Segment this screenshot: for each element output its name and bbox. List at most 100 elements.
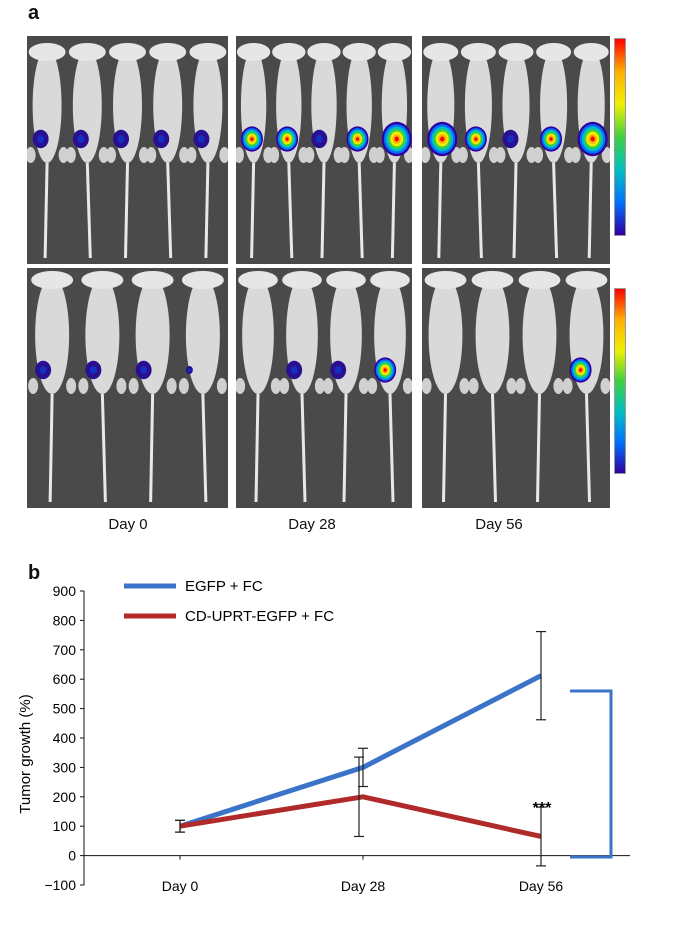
mouse-leg — [323, 378, 334, 394]
mouse-leg — [186, 147, 197, 163]
mouse-leg — [28, 378, 39, 394]
mouse-leg — [236, 147, 244, 163]
luminescence-signal — [250, 137, 254, 141]
y-tick-label: 100 — [53, 818, 77, 834]
mouse-tail — [201, 393, 208, 503]
mouse-leg — [600, 378, 610, 394]
mouse-image-top-1 — [236, 36, 412, 264]
mouse-image-top-0 — [27, 36, 228, 264]
mouse-leg — [553, 378, 564, 394]
mouse-head — [498, 43, 534, 61]
mouse-leg — [66, 378, 77, 394]
mouse-leg — [570, 147, 581, 163]
mouse-leg — [279, 378, 290, 394]
mouse-tail — [342, 393, 348, 503]
x-tick-label: Day 0 — [162, 878, 199, 894]
mouse-head — [370, 271, 410, 289]
mouse-leg — [601, 147, 610, 163]
mouse-tail — [43, 162, 49, 259]
mouse-head — [282, 271, 322, 289]
luminescence-colorscale-bottom — [614, 288, 626, 474]
mouse-leg — [562, 378, 573, 394]
mouse-leg — [358, 378, 369, 394]
mouse-leg — [374, 147, 385, 163]
series-line-0 — [179, 673, 543, 829]
luminescence-signal — [474, 137, 478, 141]
mouse-tail — [48, 393, 54, 503]
mouse-tail — [100, 393, 107, 503]
mouse-tail — [390, 162, 396, 259]
panel-b-letter: b — [28, 562, 41, 584]
luminescence-colorscale-top — [614, 38, 626, 236]
mouse-head — [149, 43, 187, 61]
significance-bracket — [570, 689, 613, 859]
mouse-tail — [491, 393, 497, 503]
mouse-head — [189, 43, 227, 61]
y-tick-label: 500 — [53, 701, 77, 717]
mouse-leg — [495, 147, 506, 163]
mouse-head — [565, 271, 608, 289]
y-tick-label: 200 — [53, 789, 77, 805]
mouse-leg — [106, 147, 117, 163]
mouse-leg — [178, 378, 189, 394]
mouse-tail — [512, 162, 518, 259]
mouse-image-bottom-2 — [422, 268, 610, 508]
mouse-leg — [78, 378, 89, 394]
luminescence-signal — [579, 368, 583, 372]
mouse-head — [236, 43, 271, 61]
significance-marker: *** — [533, 800, 552, 817]
mouse-leg — [515, 378, 526, 394]
mouse-leg — [65, 147, 76, 163]
mouse-tail — [476, 162, 483, 259]
luminescence-signal — [293, 368, 296, 372]
mouse-leg — [58, 147, 69, 163]
luminescence-signal — [509, 137, 512, 141]
mouse-head — [68, 43, 106, 61]
mouse-leg — [27, 147, 36, 163]
mouse-leg — [236, 378, 246, 394]
mouse-leg — [367, 378, 378, 394]
mouse-tail — [166, 162, 173, 259]
mouse-head — [536, 43, 572, 61]
legend-label-1: CD-UPRT-EGFP + FC — [185, 608, 334, 625]
mouse-head — [326, 271, 366, 289]
luminescence-signal — [41, 368, 45, 372]
mouse-body — [242, 276, 274, 394]
mouse-leg — [457, 147, 468, 163]
luminescence-signal — [394, 136, 399, 142]
mouse-tail — [300, 393, 307, 503]
mouse-tail — [250, 162, 256, 259]
mouse-head — [573, 43, 609, 61]
mouse-tail — [442, 393, 447, 503]
mouse-image-bottom-1 — [236, 268, 412, 508]
luminescence-signal — [383, 368, 387, 372]
mouse-leg — [304, 147, 315, 163]
mouse-head — [471, 271, 514, 289]
y-tick-label: 800 — [53, 612, 77, 628]
series-line-1 — [179, 794, 542, 839]
mouse-image-top-2 — [422, 36, 610, 264]
mouse-head — [238, 271, 278, 289]
mouse-head — [424, 271, 467, 289]
mouse-tail — [437, 162, 443, 259]
day-label-28: Day 28 — [288, 516, 336, 533]
mouse-leg — [146, 147, 157, 163]
luminescence-signal — [119, 137, 123, 141]
day-label-0: Day 0 — [108, 516, 148, 533]
mouse-tail — [587, 162, 593, 259]
mouse-leg — [402, 378, 412, 394]
mouse-image-bottom-0 — [27, 268, 228, 508]
mouse-tail — [585, 393, 591, 503]
mouse-leg — [166, 378, 177, 394]
x-tick-label: Day 56 — [519, 878, 564, 894]
y-tick-label: 900 — [53, 583, 77, 599]
luminescence-signal — [39, 137, 42, 141]
mouse-leg — [270, 378, 281, 394]
mouse-head — [307, 43, 341, 61]
luminescence-signal — [79, 137, 82, 141]
y-tick-label: 0 — [68, 848, 76, 864]
mouse-leg — [422, 147, 431, 163]
mouse-body — [475, 276, 510, 394]
mouse-head — [518, 271, 561, 289]
luminescence-signal — [200, 137, 203, 141]
